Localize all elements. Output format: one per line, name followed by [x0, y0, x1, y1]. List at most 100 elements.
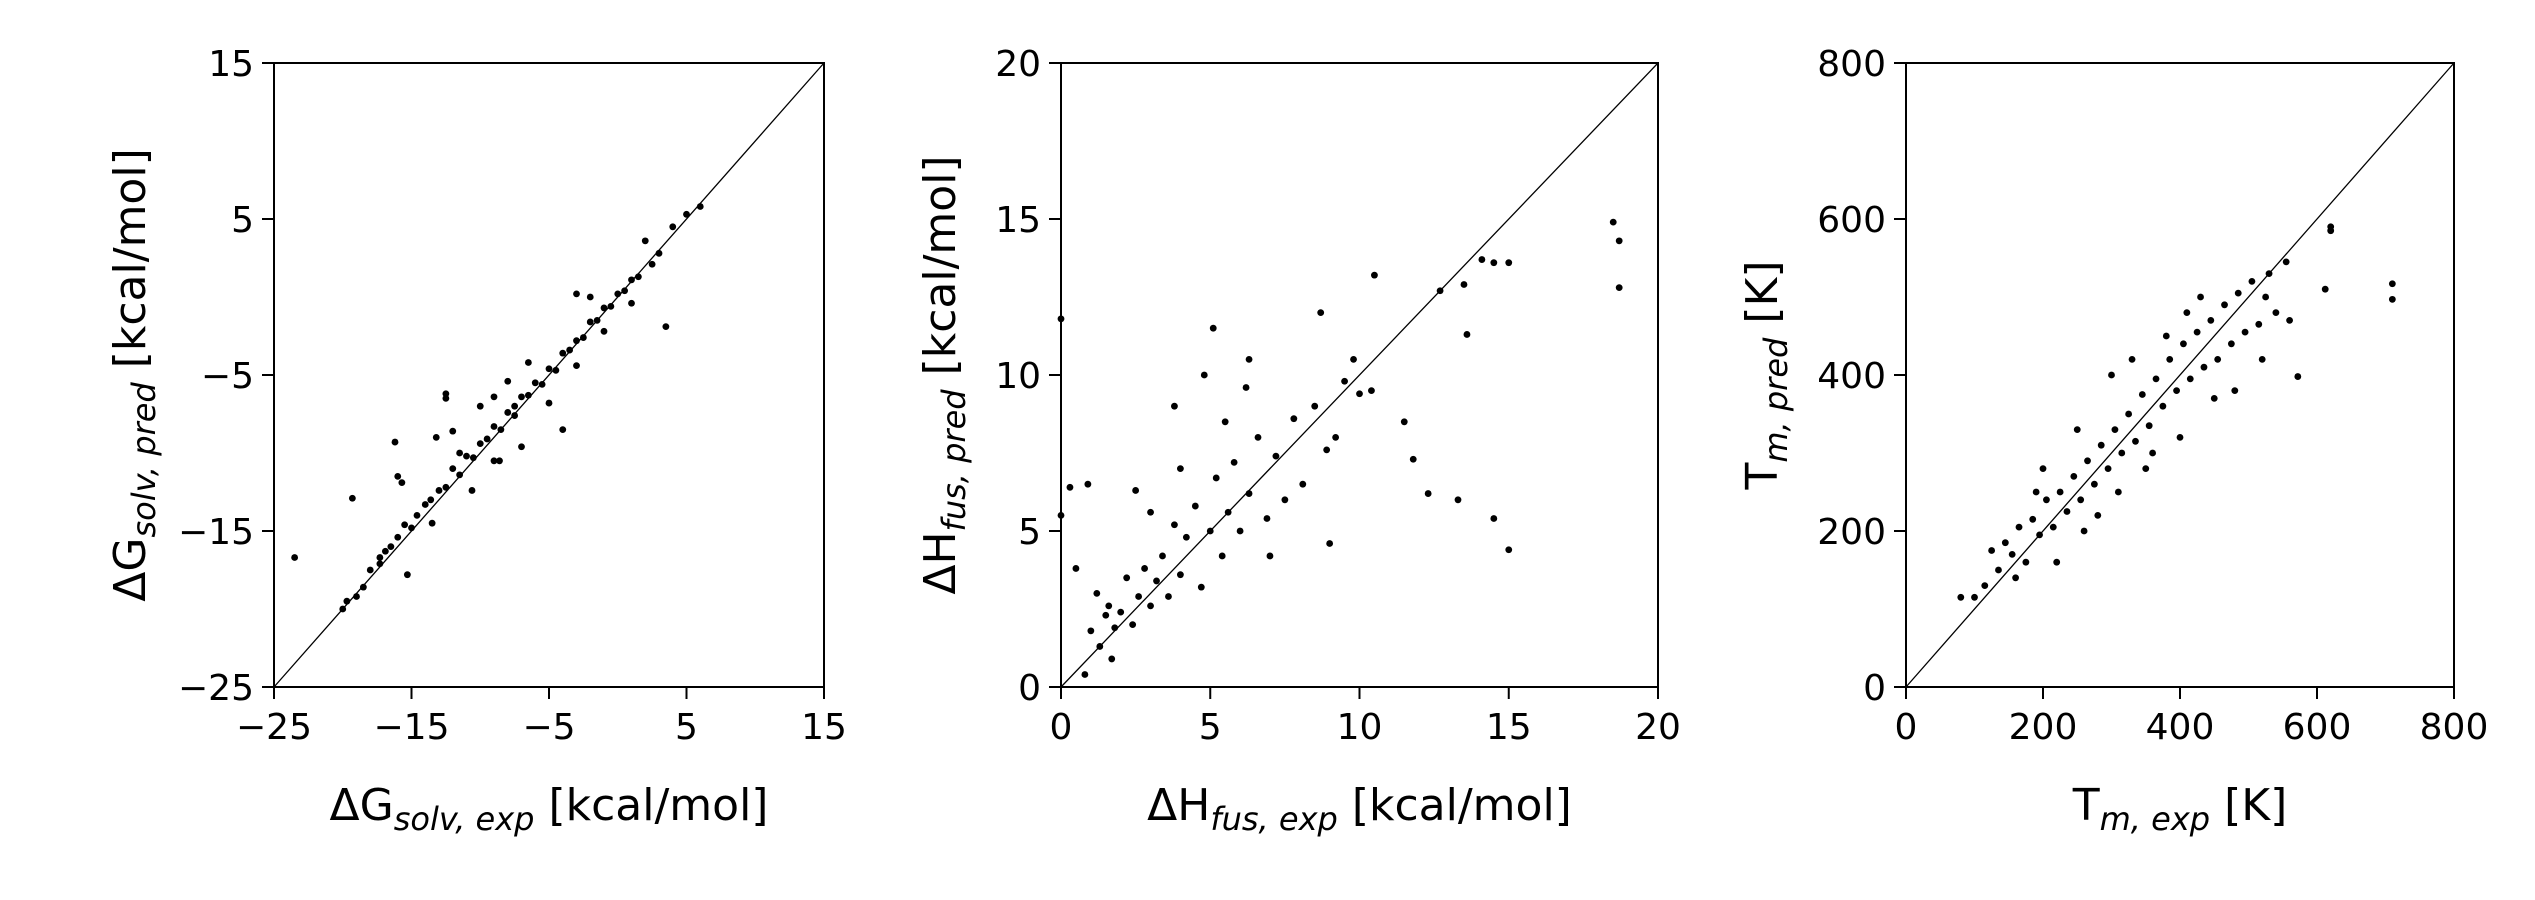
x-axis-label-subscript: solv, exp	[394, 800, 535, 838]
x-tick-label: 15	[1486, 707, 1532, 748]
data-point	[2186, 375, 2194, 383]
data-point	[2049, 523, 2057, 531]
data-point	[566, 346, 574, 354]
data-point	[1356, 390, 1363, 398]
x-axis-label-main: ΔH	[1147, 780, 1210, 831]
data-point	[1123, 574, 1131, 582]
y-axis-label-unit: [K]	[1737, 260, 1788, 337]
data-point	[1341, 377, 1348, 385]
data-point	[2118, 449, 2126, 457]
x-axis-label-unit: [kcal/mol]	[1338, 780, 1572, 831]
data-point	[1141, 565, 1148, 572]
data-point	[1981, 582, 1989, 589]
data-point	[504, 409, 512, 416]
data-point	[1400, 418, 1408, 426]
y-tick-label: 15	[995, 200, 1041, 241]
data-point	[469, 454, 477, 462]
y-tick-label: −25	[178, 668, 254, 709]
data-point	[449, 427, 457, 435]
y-axis-label-main: ΔG	[105, 538, 156, 602]
data-point	[614, 290, 622, 298]
data-point	[1117, 608, 1125, 616]
data-point	[1290, 415, 1298, 423]
data-point	[1084, 480, 1092, 488]
x-axis-label-main: T	[2072, 780, 2100, 831]
data-point	[1221, 418, 1229, 426]
data-point	[2152, 375, 2160, 383]
data-point	[2321, 285, 2329, 293]
data-point	[476, 402, 484, 410]
data-point	[1159, 552, 1166, 560]
data-point	[2183, 309, 2191, 316]
data-point	[573, 337, 580, 345]
x-tick-label: 0	[1050, 707, 1073, 748]
data-point	[1200, 371, 1208, 379]
x-tick-label: 15	[801, 707, 847, 748]
data-point	[593, 317, 601, 324]
data-point	[1460, 281, 1468, 288]
data-point	[1105, 602, 1113, 610]
data-point	[2142, 465, 2150, 472]
data-point	[2166, 356, 2174, 363]
data-point	[1147, 602, 1154, 610]
data-point	[641, 237, 649, 245]
data-point	[1245, 490, 1253, 497]
data-point	[524, 391, 532, 399]
data-point	[2176, 434, 2184, 441]
x-tick-label: 200	[2009, 707, 2078, 748]
data-point	[442, 395, 450, 402]
data-point	[2388, 280, 2396, 288]
data-point	[600, 327, 608, 335]
data-point	[2255, 320, 2263, 328]
data-point	[291, 554, 299, 561]
data-point	[476, 440, 484, 448]
data-point	[1182, 533, 1190, 541]
data-point	[1505, 546, 1513, 554]
data-point	[2145, 422, 2153, 430]
data-point	[628, 299, 635, 307]
data-point	[2104, 465, 2112, 472]
x-axis-label-subscript: fus, exp	[1210, 800, 1338, 838]
data-point	[1171, 402, 1178, 410]
data-point	[1490, 515, 1498, 522]
data-point	[2214, 356, 2222, 363]
data-point	[1615, 237, 1623, 245]
data-point	[1218, 552, 1226, 560]
data-point	[648, 260, 656, 268]
data-point	[511, 402, 519, 410]
data-point	[545, 365, 553, 373]
data-point	[1263, 515, 1271, 522]
data-point	[2138, 391, 2146, 398]
data-point	[2327, 227, 2335, 235]
data-point	[359, 583, 367, 591]
data-point	[2227, 340, 2235, 348]
data-point	[2015, 523, 2023, 531]
data-point	[1129, 621, 1137, 628]
data-point	[408, 524, 415, 532]
x-tick-label: 10	[1337, 707, 1383, 748]
data-point	[2221, 301, 2228, 309]
data-point	[2197, 293, 2204, 301]
data-point	[559, 426, 567, 433]
data-point	[427, 496, 435, 504]
data-point	[1995, 566, 2002, 574]
data-point	[1490, 259, 1498, 267]
data-point	[1311, 402, 1319, 410]
data-point	[518, 443, 525, 451]
data-point	[1505, 259, 1513, 267]
y-axis-label-subscript: fus, pred	[935, 389, 973, 532]
data-point	[2029, 515, 2037, 523]
data-point	[421, 501, 429, 508]
data-point	[1266, 552, 1274, 560]
data-point	[586, 318, 594, 326]
data-point	[387, 543, 395, 550]
data-point	[696, 203, 704, 210]
data-point	[586, 293, 594, 301]
y-axis-label: ΔGsolv, pred [kcal/mol]	[105, 148, 163, 602]
data-point	[1236, 527, 1244, 535]
data-point	[413, 512, 421, 519]
x-tick-label: 20	[1635, 707, 1681, 748]
data-point	[1191, 502, 1199, 510]
data-point	[2063, 508, 2071, 515]
data-point	[1463, 331, 1471, 338]
